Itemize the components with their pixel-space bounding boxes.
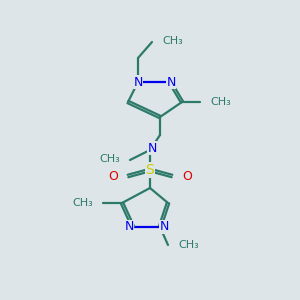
Text: CH₃: CH₃ <box>210 97 231 107</box>
Text: O: O <box>182 169 192 182</box>
Text: CH₃: CH₃ <box>178 240 199 250</box>
Text: N: N <box>159 220 169 233</box>
Text: N: N <box>166 76 176 88</box>
Text: CH₃: CH₃ <box>72 198 93 208</box>
Text: CH₃: CH₃ <box>99 154 120 164</box>
Text: S: S <box>146 163 154 177</box>
Text: N: N <box>124 220 134 233</box>
Text: N: N <box>147 142 157 154</box>
Text: CH₃: CH₃ <box>162 36 183 46</box>
Text: O: O <box>108 169 118 182</box>
Text: N: N <box>133 76 143 88</box>
